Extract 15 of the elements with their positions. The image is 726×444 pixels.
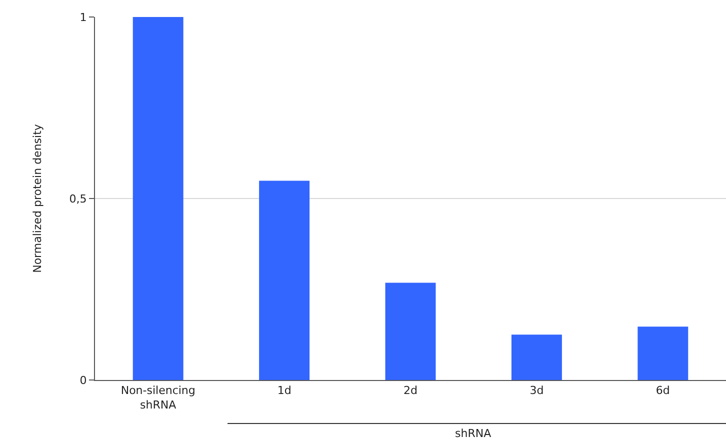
text: shRNA: [455, 427, 492, 440]
x-tick-label: 1d: [277, 384, 292, 398]
bar: [638, 326, 688, 380]
y-tick-label: 0,5: [69, 192, 87, 206]
y-tick-label: 0: [80, 374, 87, 387]
bar: [132, 17, 184, 380]
y-axis-title: Normalized protein density: [30, 124, 44, 273]
x-tick-label: Non-silencing shRNA: [120, 384, 196, 412]
x-tick-label: 3d: [530, 384, 544, 398]
x-tick-label: 6d: [656, 384, 670, 398]
bar: [511, 334, 562, 380]
bar: [259, 180, 310, 380]
x-tick-label: 2d: [404, 384, 418, 398]
bar: [385, 282, 436, 380]
y-tick-label: 1: [80, 10, 87, 24]
